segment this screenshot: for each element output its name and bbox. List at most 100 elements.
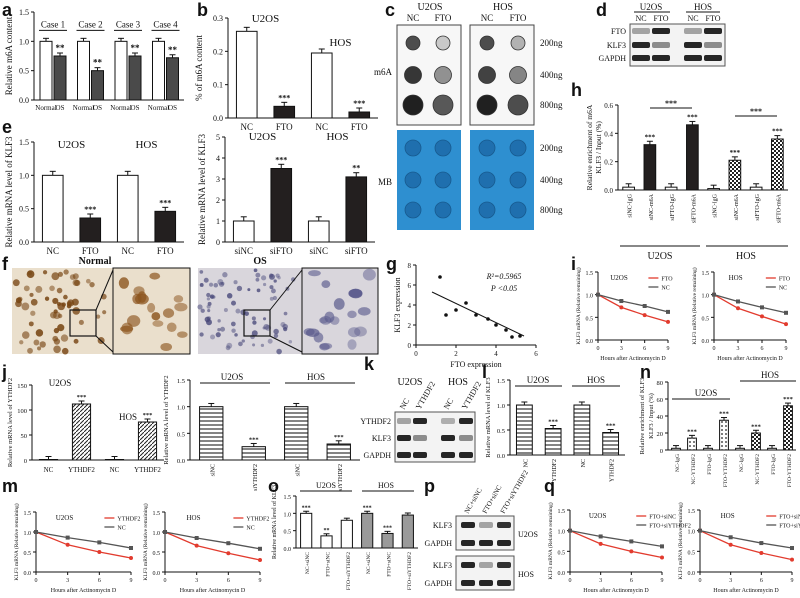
- cell: [215, 332, 221, 338]
- x-tick-label: 6: [761, 346, 764, 352]
- group-label: HOS: [329, 37, 351, 49]
- bar: [284, 406, 309, 461]
- y-tick-label: 1.0: [497, 403, 505, 410]
- series-point: [258, 546, 262, 551]
- bar: [39, 40, 53, 101]
- band: [413, 452, 427, 458]
- category-label: OS: [56, 104, 65, 112]
- cell: [149, 272, 161, 280]
- cell: [269, 285, 274, 290]
- significance-label: ***: [143, 412, 153, 419]
- group-label: U2OS: [249, 131, 277, 143]
- band: [704, 55, 722, 61]
- cell: [220, 326, 226, 332]
- cell: [206, 304, 211, 309]
- category-label: siYTHDF2: [338, 464, 344, 491]
- r-squared-label: R²=0.5965: [486, 272, 522, 281]
- cell: [219, 281, 225, 287]
- panel-b-chart: 0.0 0.1 0.2 0.3 NC *** FTO NC *** FTO % of m6A con…: [194, 13, 378, 132]
- band: [461, 540, 475, 546]
- cell: [283, 327, 288, 332]
- dot: [509, 139, 527, 157]
- panel-letter: e: [2, 117, 12, 137]
- x-axis-label: Hours after Actinomycin D: [180, 587, 246, 594]
- x-tick-label: 0: [713, 346, 716, 352]
- significance-label: ***: [687, 428, 697, 435]
- cell: [72, 307, 81, 315]
- category-label: NC+siNC: [366, 552, 372, 574]
- series-point: [226, 551, 231, 556]
- y-tick-label: 1.0: [688, 530, 696, 536]
- cell: [152, 320, 164, 327]
- band: [397, 452, 411, 458]
- cell: [71, 298, 79, 306]
- band: [684, 42, 702, 48]
- panel-j-right-groups: U2OS HOS: [200, 372, 355, 384]
- significance-label: ***: [730, 149, 741, 157]
- category-label: Normal: [148, 104, 169, 112]
- bar: [270, 168, 293, 243]
- panel-q-left: 0.0 0.5 1.0 1.5 0 3 6 9 FTO+siNC FTO+siYTHDF2 U2OS…: [547, 502, 691, 594]
- band-label: KLF3: [372, 434, 391, 443]
- y-tick-label: 1.5: [153, 511, 161, 517]
- y-tick-label: 0.5: [497, 428, 505, 435]
- y-tick-label: 0.5: [153, 551, 161, 557]
- band: [397, 418, 411, 424]
- y-tick-label: 60: [657, 397, 664, 404]
- y-axis-label: Relative mRNA level of KLF3: [197, 134, 207, 245]
- category-label: NC: [315, 122, 328, 132]
- legend-label: FTO+siNC: [779, 515, 800, 521]
- cell: [78, 319, 84, 325]
- cell: [44, 296, 50, 301]
- cell: [271, 288, 276, 294]
- panel-e-right: 0 1 2 3 4 5 siNC *** siFTO siNC ** siFTO Relative mR…: [197, 131, 375, 256]
- series-point: [759, 541, 764, 546]
- cell: [177, 331, 188, 338]
- x-tick-label: 0: [699, 578, 702, 584]
- cell: [160, 343, 173, 352]
- panel-l-groups: U2OS HOS: [515, 375, 620, 387]
- y-tick-label: 1.0: [586, 294, 594, 300]
- significance-label: **: [324, 528, 330, 534]
- x-tick-label: 9: [785, 346, 788, 352]
- band: [461, 522, 475, 528]
- panel-q-right: 0.0 0.5 1.0 1.5 0 3 6 9 FTO+siNC FTO+siYTHDF2 HOS H…: [677, 502, 800, 594]
- cell: [29, 292, 34, 297]
- legend-label: FTO: [779, 277, 791, 283]
- x-tick-label: 2: [454, 350, 458, 358]
- cell: [21, 331, 30, 339]
- cell: [206, 319, 212, 326]
- y-tick-label: 3: [216, 175, 220, 184]
- cell: [206, 292, 211, 298]
- panel-letter: c: [385, 0, 395, 20]
- cell: [260, 343, 265, 348]
- series-point: [660, 544, 664, 549]
- cell: [255, 277, 260, 282]
- y-axis-label: Relative mRNA level of KLF3: [4, 136, 14, 247]
- dot: [434, 171, 452, 189]
- cell: [27, 347, 33, 354]
- bar: [320, 535, 333, 549]
- y-axis-label: Relative mRNA level of KLF3: [271, 485, 278, 559]
- bar: [719, 419, 729, 451]
- y-tick-label: 80: [657, 380, 664, 387]
- group-label: HOS: [135, 139, 157, 151]
- scatter-point: [454, 308, 458, 312]
- dot: [404, 171, 422, 189]
- band: [704, 28, 722, 34]
- bar: [783, 405, 793, 451]
- cell: [199, 283, 204, 287]
- category-label: NC-IgG: [675, 454, 681, 472]
- x-tick-label: 3: [737, 346, 740, 352]
- cell: [51, 272, 60, 281]
- x-tick-label: 9: [259, 578, 262, 584]
- chart-title: HOS: [186, 514, 200, 522]
- scatter-point: [438, 275, 442, 279]
- series-point: [790, 546, 794, 551]
- cell: [27, 270, 33, 276]
- category-label: FTO+siYTHDF2: [346, 552, 352, 590]
- y-tick-label: 1.0: [19, 171, 29, 180]
- x-tick-label: 4: [494, 350, 498, 358]
- cell: [225, 345, 231, 351]
- series-line: [569, 530, 663, 548]
